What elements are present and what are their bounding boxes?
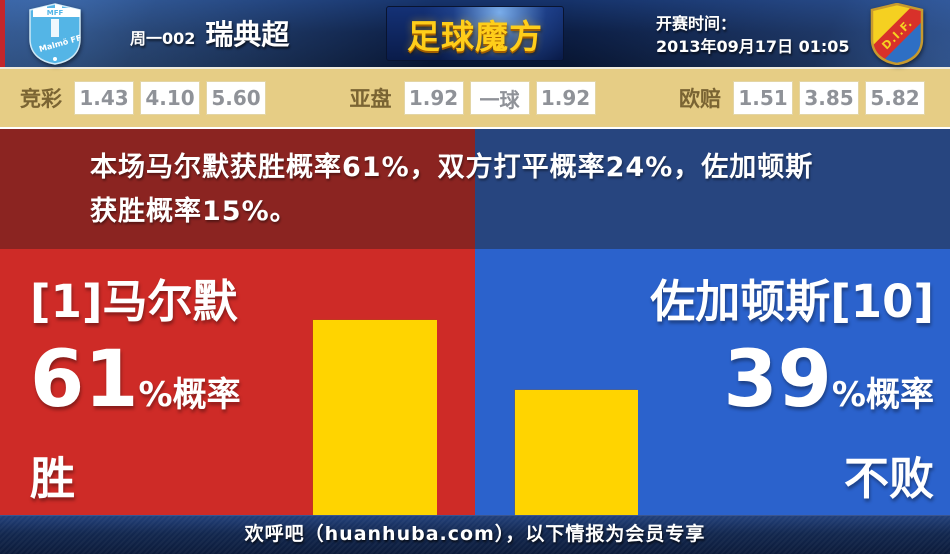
kickoff-label: 开赛时间： — [656, 14, 737, 33]
site-logo-text: 足球魔方 — [407, 16, 543, 56]
away-probability-suffix: %概率 — [831, 375, 934, 415]
away-probability-value: 39 — [723, 335, 832, 425]
odds-value[interactable]: 1.43 — [74, 81, 134, 115]
away-team-crest-dif: D.I.F. — [870, 3, 924, 65]
away-team-name: 佐加顿斯[10] — [650, 275, 934, 328]
away-probability-bar — [515, 390, 638, 515]
probability-summary: 本场马尔默获胜概率61%，双方打平概率24%，佐加顿斯 获胜概率15%。 — [0, 129, 950, 249]
odds-value[interactable]: 5.82 — [865, 81, 925, 115]
odds-group-jingcai: 竞彩 1.43 4.10 5.60 — [20, 81, 266, 115]
home-team-name: [1]马尔默 — [30, 275, 238, 328]
odds-value[interactable]: 1.92 — [535, 81, 596, 115]
kickoff-datetime: 2013年09月17日 01:05 — [656, 37, 850, 56]
probability-panels: [1]马尔默 61%概率 胜 佐加顿斯[10] 39%概率 不败 — [0, 249, 950, 515]
odds-label-asian-handicap: 亚盘 — [349, 87, 392, 111]
match-number: 周一002 — [130, 29, 196, 48]
home-outcome-label: 胜 — [30, 452, 76, 505]
odds-value[interactable]: 1.51 — [733, 81, 793, 115]
footer-text: 欢呼吧（huanhuba.com），以下情报为会员专享 — [244, 523, 706, 545]
match-id: 周一002 瑞典超 — [130, 0, 289, 67]
site-footer: 欢呼吧（huanhuba.com），以下情报为会员专享 — [0, 515, 950, 554]
home-probability-value: 61 — [30, 335, 139, 425]
summary-line-1: 本场马尔默获胜概率61%，双方打平概率24%，佐加顿斯 — [90, 152, 814, 183]
odds-value[interactable]: 3.85 — [799, 81, 859, 115]
home-probability-bar — [313, 320, 437, 515]
site-logo: 足球魔方 — [386, 6, 564, 61]
odds-group-asian-handicap: 亚盘 1.92 一球 1.92 — [350, 81, 596, 115]
odds-group-european: 欧赔 1.51 3.85 5.82 — [679, 81, 925, 115]
away-probability-block: 佐加顿斯[10] 39%概率 不败 — [650, 271, 934, 510]
away-outcome-label: 不败 — [843, 452, 934, 505]
home-probability: 61%概率 — [30, 333, 241, 448]
odds-label-european: 欧赔 — [679, 87, 721, 111]
match-header: MFF Malmö FF 周一002 瑞典超 足球魔方 开赛时间： 2013年0… — [0, 0, 950, 67]
odds-label-jingcai: 竞彩 — [20, 87, 62, 111]
odds-value[interactable]: 1.92 — [403, 81, 464, 115]
home-crest-initials: MFF — [47, 9, 64, 17]
left-red-strip — [0, 0, 5, 67]
kickoff-time-block: 开赛时间： 2013年09月17日 01:05 — [656, 12, 850, 58]
league-name: 瑞典超 — [205, 18, 290, 51]
odds-value[interactable]: 5.60 — [206, 81, 266, 115]
home-probability-suffix: %概率 — [138, 375, 241, 415]
home-probability-block: [1]马尔默 61%概率 胜 — [30, 271, 241, 510]
home-team-crest-malmo: MFF Malmö FF — [29, 3, 83, 65]
away-probability: 39%概率 — [650, 333, 934, 448]
summary-line-2: 获胜概率15%。 — [90, 196, 298, 227]
odds-value[interactable]: 4.10 — [140, 81, 200, 115]
odds-handicap[interactable]: 一球 — [469, 81, 530, 115]
odds-bar: 竞彩 1.43 4.10 5.60 亚盘 1.92 一球 1.92 欧赔 1.5… — [0, 67, 950, 129]
